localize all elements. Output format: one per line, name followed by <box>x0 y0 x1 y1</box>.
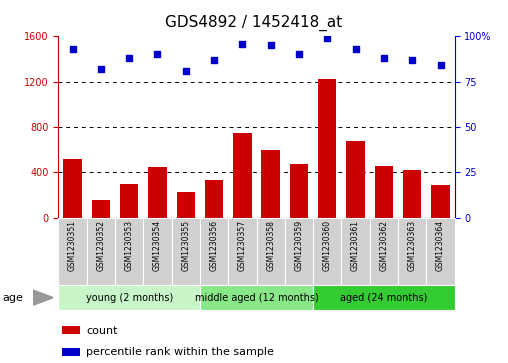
Text: GDS4892 / 1452418_at: GDS4892 / 1452418_at <box>166 15 342 31</box>
Bar <box>431 185 450 218</box>
Text: count: count <box>86 326 118 336</box>
Point <box>295 52 303 57</box>
Bar <box>233 133 251 218</box>
Point <box>182 68 190 74</box>
Text: GSM1230362: GSM1230362 <box>379 220 389 271</box>
Text: GSM1230360: GSM1230360 <box>323 220 332 271</box>
Bar <box>200 218 228 285</box>
Point <box>238 41 246 46</box>
Bar <box>62 326 80 334</box>
Bar <box>64 159 82 218</box>
Point <box>352 46 360 52</box>
Point <box>436 62 444 68</box>
Text: aged (24 months): aged (24 months) <box>340 293 428 303</box>
Bar <box>290 164 308 218</box>
Text: GSM1230357: GSM1230357 <box>238 220 247 271</box>
Text: middle aged (12 months): middle aged (12 months) <box>195 293 319 303</box>
Text: GSM1230359: GSM1230359 <box>295 220 303 271</box>
Bar <box>120 184 138 218</box>
Bar <box>318 79 336 218</box>
Bar <box>143 218 172 285</box>
Bar <box>58 218 87 285</box>
Bar <box>58 285 200 310</box>
Text: percentile rank within the sample: percentile rank within the sample <box>86 347 274 357</box>
Text: GSM1230361: GSM1230361 <box>351 220 360 271</box>
Polygon shape <box>33 290 53 305</box>
Text: GSM1230364: GSM1230364 <box>436 220 445 271</box>
Bar <box>257 218 285 285</box>
Point <box>408 57 416 63</box>
Bar <box>91 200 110 218</box>
Text: GSM1230354: GSM1230354 <box>153 220 162 271</box>
Bar <box>341 218 370 285</box>
Bar <box>262 150 280 218</box>
Bar <box>87 218 115 285</box>
Point <box>125 55 133 61</box>
Bar <box>398 218 426 285</box>
Text: GSM1230351: GSM1230351 <box>68 220 77 271</box>
Point <box>97 66 105 72</box>
Bar <box>115 218 143 285</box>
Bar <box>313 218 341 285</box>
Bar <box>62 348 80 356</box>
Bar <box>346 140 365 218</box>
Text: young (2 months): young (2 months) <box>85 293 173 303</box>
Text: GSM1230352: GSM1230352 <box>97 220 105 271</box>
Bar <box>148 167 167 218</box>
Point <box>380 55 388 61</box>
Text: GSM1230356: GSM1230356 <box>210 220 218 271</box>
Bar <box>370 218 398 285</box>
Bar <box>177 192 195 218</box>
Bar <box>426 218 455 285</box>
Bar <box>375 166 393 218</box>
Text: GSM1230363: GSM1230363 <box>408 220 417 271</box>
Point <box>153 52 162 57</box>
Text: GSM1230353: GSM1230353 <box>124 220 134 271</box>
Point <box>323 35 331 41</box>
Point <box>210 57 218 63</box>
Point <box>69 46 77 52</box>
Bar <box>228 218 257 285</box>
Bar <box>313 285 455 310</box>
Text: GSM1230358: GSM1230358 <box>266 220 275 271</box>
Bar <box>403 170 422 218</box>
Bar <box>172 218 200 285</box>
Bar <box>200 285 313 310</box>
Text: GSM1230355: GSM1230355 <box>181 220 190 271</box>
Bar <box>205 180 224 218</box>
Bar <box>285 218 313 285</box>
Point <box>267 42 275 48</box>
Text: age: age <box>3 293 23 303</box>
